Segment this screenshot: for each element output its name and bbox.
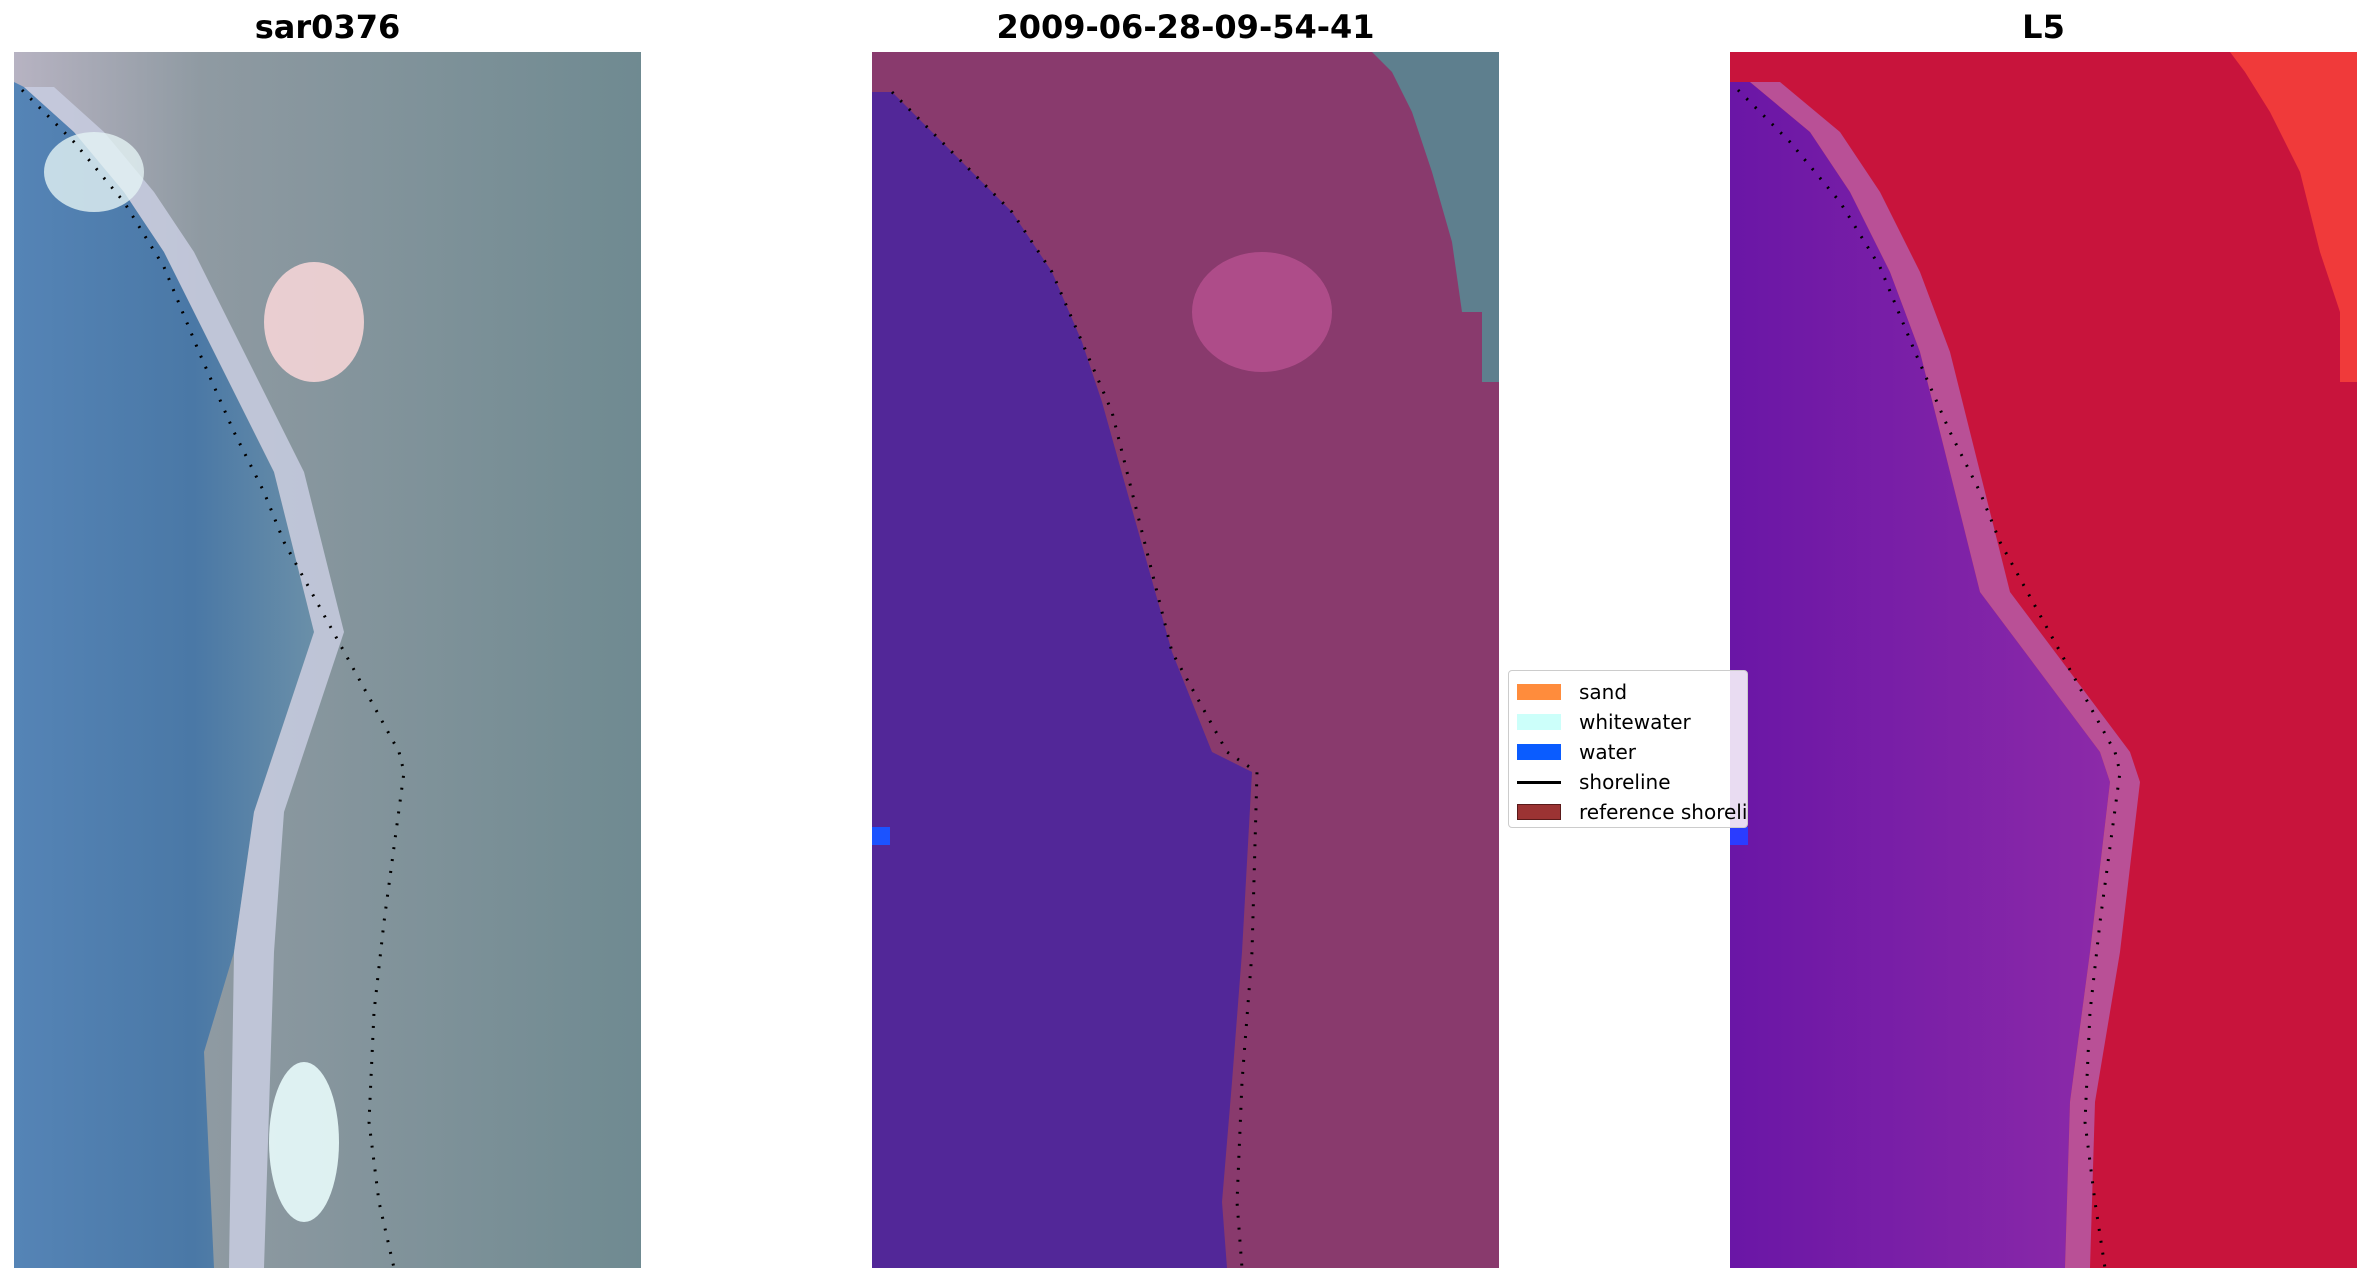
legend-label: reference shoreline (1579, 800, 1748, 824)
classified-image-panel (872, 52, 1499, 1268)
reference-shoreline-swatch (1517, 804, 1561, 820)
legend-item-sand: sand (1517, 677, 1747, 707)
water-swatch (1517, 744, 1561, 760)
legend-label: whitewater (1579, 710, 1691, 734)
legend-label: sand (1579, 680, 1628, 704)
rgb-image-panel (14, 52, 641, 1268)
panel-title-classified: 2009-06-28-09-54-41 (996, 8, 1375, 46)
legend-item-whitewater: whitewater (1517, 707, 1747, 737)
legend: sand whitewater water shoreline referenc… (1508, 670, 1748, 828)
whitewater-swatch (1517, 714, 1561, 730)
legend-label: shoreline (1579, 770, 1671, 794)
panel-title-rgb: sar0376 (254, 8, 401, 46)
legend-label: water (1579, 740, 1636, 764)
sand-swatch (1517, 684, 1561, 700)
legend-item-water: water (1517, 737, 1747, 767)
shoreline-line-swatch (1517, 780, 1561, 784)
panel-title-index: L5 (2022, 8, 2065, 46)
legend-item-reference-shoreline: reference shoreline (1517, 797, 1747, 827)
index-image-panel (1730, 52, 2357, 1268)
legend-item-shoreline: shoreline (1517, 767, 1747, 797)
